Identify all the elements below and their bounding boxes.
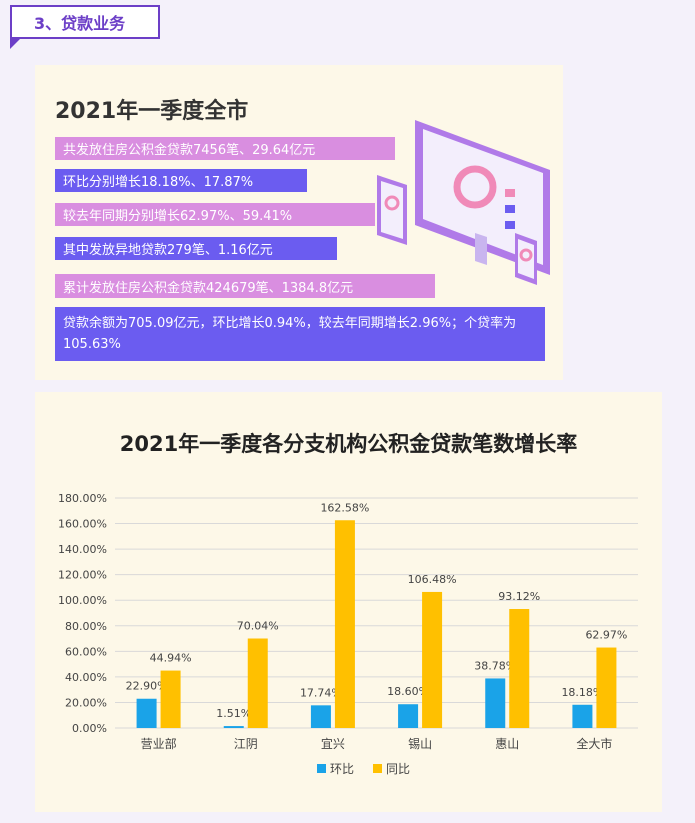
bar-mom	[485, 678, 506, 728]
widget-icon	[505, 205, 515, 213]
y-tick-label: 80.00%	[65, 620, 107, 633]
widget-icon	[505, 221, 515, 229]
stat-line-cumulative: 累计发放住房公积金贷款424679笔、1384.8亿元	[55, 274, 435, 298]
chart-card: 2021年一季度各分支机构公积金贷款笔数增长率 0.00% 20.00% 40.00…	[35, 392, 662, 812]
data-label: 17.74%	[300, 686, 342, 699]
data-label: 18.18%	[561, 686, 603, 699]
category-label: 江阴	[234, 737, 258, 751]
summary-card: 2021年一季度全市 共发放住房公积金贷款7456笔、29.64亿元 环比分别增…	[35, 65, 563, 380]
bar-mom	[223, 726, 244, 728]
bar-yoy	[509, 609, 530, 728]
bar-mom	[136, 698, 157, 728]
section-label: 3、贷款业务	[34, 14, 126, 33]
data-label: 162.58%	[320, 501, 369, 514]
category-label: 宜兴	[321, 736, 345, 751]
data-label: 106.48%	[408, 573, 457, 586]
y-tick-label: 60.00%	[65, 645, 107, 658]
bar-chart: 0.00% 20.00% 40.00% 60.00% 80.00% 100.00% 120.…	[58, 492, 638, 776]
bar-yoy	[422, 591, 443, 728]
bar-mom	[310, 705, 331, 728]
data-label: 93.12%	[498, 590, 540, 603]
stat-line-mom-growth: 环比分别增长18.18%、17.87%	[55, 169, 307, 192]
category-label: 惠山	[495, 737, 519, 751]
y-tick-label: 40.00%	[65, 671, 107, 684]
chart-title: 2021年一季度各分支机构公积金贷款笔数增长率	[119, 432, 578, 456]
bar-yoy	[334, 520, 355, 728]
category-label: 营业部	[141, 736, 177, 751]
category-label: 锡山	[408, 736, 432, 751]
data-label: 62.97%	[585, 629, 627, 642]
category-label: 全大市	[576, 736, 612, 751]
data-label: 44.94%	[150, 652, 192, 665]
data-label: 70.04%	[237, 620, 279, 633]
bar-mom	[398, 704, 419, 728]
y-tick-label: 0.00%	[72, 722, 107, 735]
y-tick-label: 180.00%	[58, 492, 107, 505]
bar-yoy	[247, 638, 268, 728]
y-tick-label: 160.00%	[58, 518, 107, 531]
donut-chart-icon	[453, 165, 497, 209]
stat-line-yoy-growth: 较去年同期分别增长62.97%、59.41%	[55, 203, 375, 226]
dashboard-illustration	[377, 120, 550, 285]
y-tick-label: 20.00%	[65, 696, 107, 709]
data-label: 38.78%	[474, 659, 516, 672]
stat-line-remote-loans: 其中发放异地贷款279笔、1.16亿元	[55, 237, 337, 260]
stat-line-balance: 贷款余额为705.09亿元，环比增长0.94%，较去年同期增长2.96%；个贷率…	[55, 307, 545, 361]
section-tag: 3、贷款业务	[10, 5, 160, 39]
y-tick-label: 100.00%	[58, 594, 107, 607]
y-tick-label: 120.00%	[58, 569, 107, 582]
legend-label: 同比	[386, 762, 410, 776]
monitor-stand	[475, 233, 487, 265]
legend-swatch	[317, 764, 326, 773]
stat-line-loans-issued: 共发放住房公积金贷款7456笔、29.64亿元	[55, 137, 395, 160]
y-tick-label: 140.00%	[58, 543, 107, 556]
data-label: 22.90%	[126, 680, 168, 693]
bar-yoy	[160, 670, 181, 728]
bar-mom	[572, 704, 593, 728]
legend-swatch	[373, 764, 382, 773]
summary-title: 2021年一季度全市	[55, 99, 249, 124]
bar-yoy	[596, 647, 617, 728]
legend-label: 环比	[330, 762, 354, 776]
section-tag-tail	[10, 39, 20, 49]
data-label: 18.60%	[387, 685, 429, 698]
widget-icon	[505, 189, 515, 197]
data-label: 1.51%	[216, 707, 251, 720]
